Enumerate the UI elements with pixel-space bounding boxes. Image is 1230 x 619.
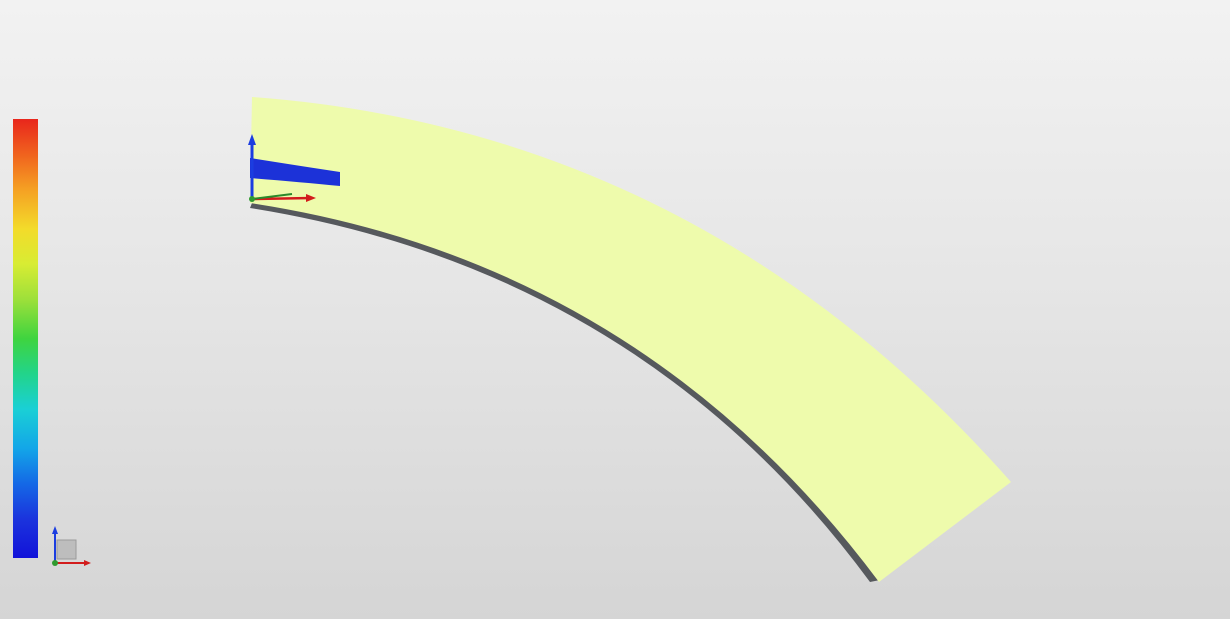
color-legend-bar: [13, 119, 38, 558]
fixed-end-strip: [250, 158, 340, 186]
arm-body: [250, 97, 1011, 582]
model-csys-triad: [248, 134, 316, 202]
view-triad: [52, 526, 91, 566]
